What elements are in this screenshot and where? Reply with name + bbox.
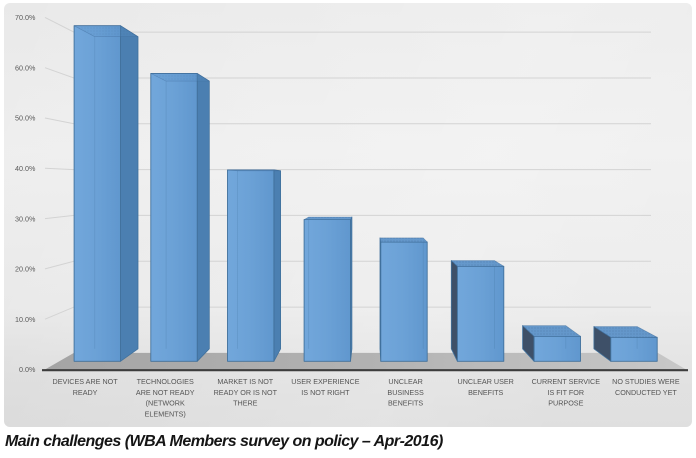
svg-text:IS NOT RIGHT: IS NOT RIGHT [301,388,350,397]
svg-text:IS FIT FOR: IS FIT FOR [547,388,584,397]
svg-text:70.0%: 70.0% [15,13,36,22]
svg-text:40.0%: 40.0% [15,164,36,173]
svg-text:BENEFITS: BENEFITS [388,399,423,408]
svg-text:UNCLEAR: UNCLEAR [388,377,422,386]
svg-text:READY OR IS NOT: READY OR IS NOT [214,388,278,397]
svg-text:60.0%: 60.0% [15,63,36,72]
svg-text:CONDUCTED YET: CONDUCTED YET [615,388,677,397]
svg-text:TECHNOLOGIES: TECHNOLOGIES [137,377,194,386]
svg-text:NO STUDIES WERE: NO STUDIES WERE [612,377,680,386]
svg-text:ELEMENTS): ELEMENTS) [145,409,186,418]
svg-text:0.0%: 0.0% [19,365,36,374]
svg-text:CURRENT SERVICE: CURRENT SERVICE [532,377,601,386]
svg-text:DEVICES ARE NOT: DEVICES ARE NOT [53,377,119,386]
svg-text:READY: READY [73,388,98,397]
svg-text:Main challenges (WBA Members s: Main challenges (WBA Members survey on p… [5,433,443,450]
svg-text:UNCLEAR USER: UNCLEAR USER [458,377,514,386]
svg-text:(NETWORK: (NETWORK [146,399,185,408]
svg-text:PURPOSE: PURPOSE [548,399,583,408]
svg-text:20.0%: 20.0% [15,265,36,274]
svg-text:USER EXPERIENCE: USER EXPERIENCE [291,377,360,386]
svg-text:BENEFITS: BENEFITS [468,388,503,397]
svg-text:50.0%: 50.0% [15,114,36,123]
svg-text:ARE NOT READY: ARE NOT READY [136,388,195,397]
svg-text:THERE: THERE [233,399,258,408]
svg-text:30.0%: 30.0% [15,214,36,223]
svg-text:MARKET IS NOT: MARKET IS NOT [217,377,273,386]
svg-text:10.0%: 10.0% [15,315,36,324]
svg-text:BUSINESS: BUSINESS [387,388,424,397]
